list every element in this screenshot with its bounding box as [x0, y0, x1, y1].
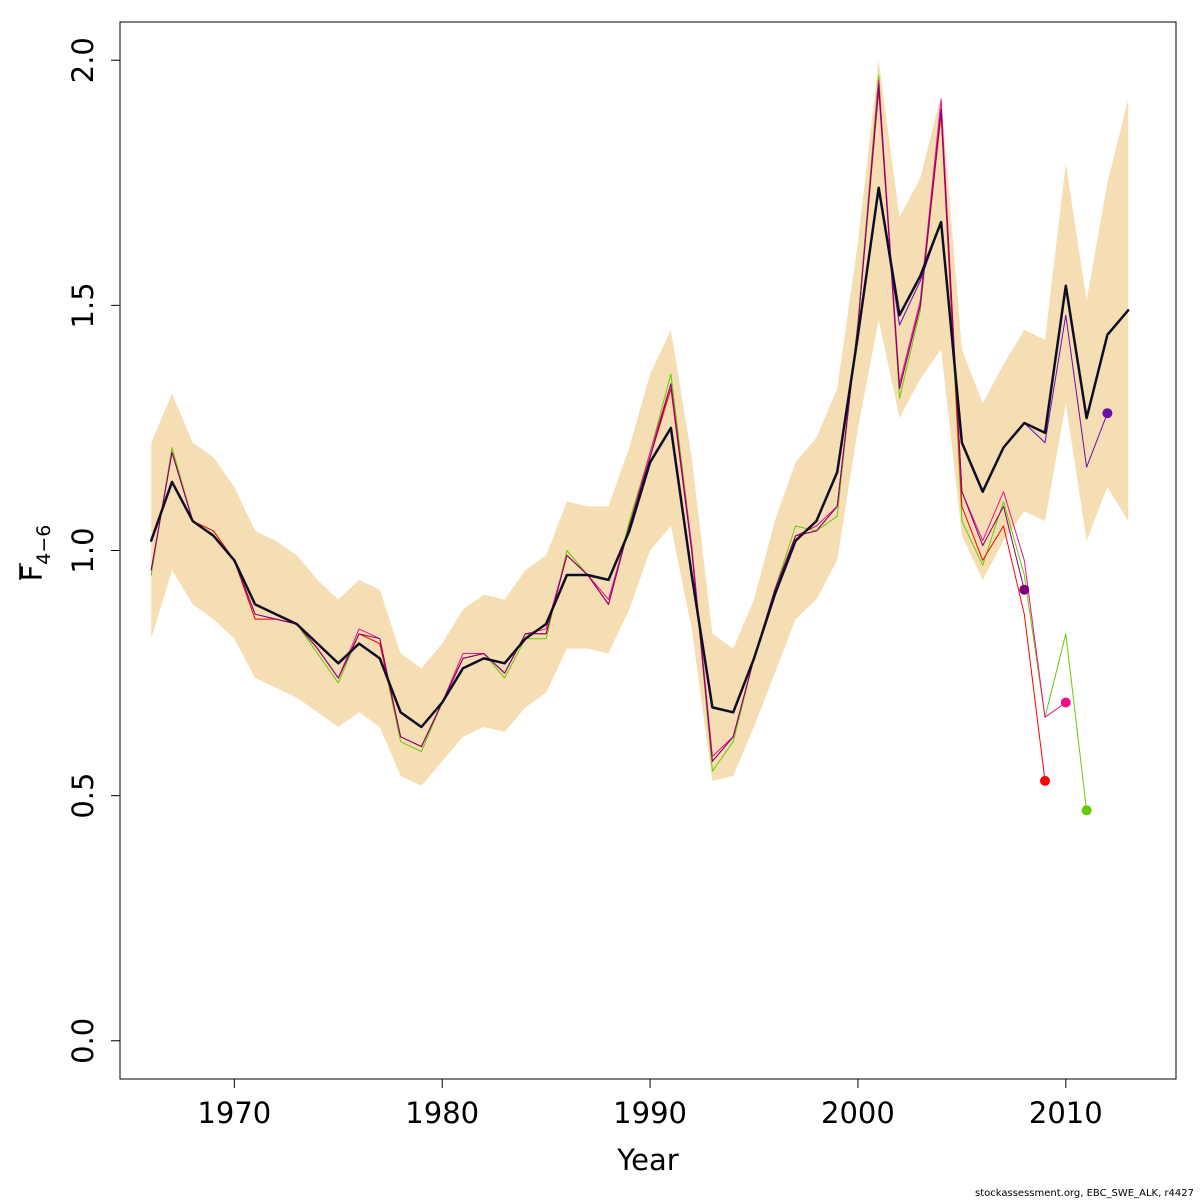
y-axis-title-sub: 4−6 [33, 525, 55, 565]
x-tick-label: 2000 [821, 1096, 895, 1130]
series-end-point-5 [1102, 408, 1113, 419]
x-axis: 1970 1980 1990 2000 2010 [197, 1079, 1103, 1130]
y-tick-label: 0.0 [66, 1018, 100, 1064]
end-marker-layer [1019, 408, 1113, 816]
y-axis: 0.0 0.5 1.0 1.5 2.0 [66, 37, 120, 1064]
x-tick-label: 1970 [197, 1096, 271, 1130]
y-tick-label: 1.5 [66, 282, 100, 328]
footnote: stockassessment.org, EBC_SWE_ALK, r4427 [975, 1188, 1194, 1199]
x-tick-label: 1980 [405, 1096, 479, 1130]
series-end-point-3 [1060, 697, 1071, 708]
y-axis-title-main: F [15, 565, 49, 582]
x-tick-label: 1990 [613, 1096, 687, 1130]
series-line-6 [149, 186, 1130, 729]
y-tick-label: 2.0 [66, 37, 100, 83]
confidence-band-layer [151, 60, 1129, 786]
series-layer [149, 74, 1130, 811]
series-end-point-1 [1081, 805, 1092, 816]
series-end-point-4 [1019, 584, 1030, 595]
y-tick-label: 0.5 [66, 773, 100, 819]
x-axis-title: Year [616, 1143, 678, 1177]
y-axis-title: F4−6 [15, 525, 55, 582]
confidence-band [151, 60, 1129, 786]
x-tick-label: 2010 [1029, 1096, 1103, 1130]
svg-text:F4−6: F4−6 [15, 525, 55, 582]
y-tick-label: 1.0 [66, 527, 100, 573]
series-end-point-2 [1040, 775, 1050, 786]
